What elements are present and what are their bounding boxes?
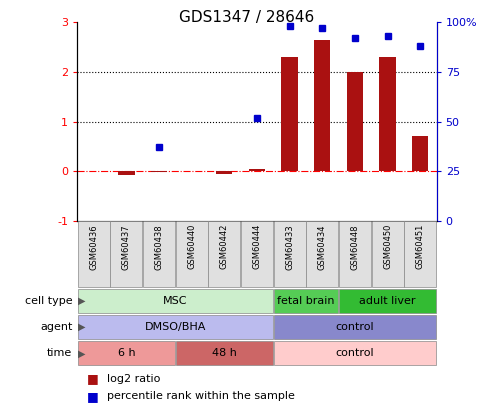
Text: GSM60442: GSM60442 [220, 224, 229, 269]
Text: percentile rank within the sample: percentile rank within the sample [107, 391, 295, 401]
Bar [306, 222, 338, 287]
Bar [314, 40, 330, 171]
Text: GSM60444: GSM60444 [252, 224, 261, 269]
Bar [249, 168, 265, 171]
Bar [372, 222, 404, 287]
Bar [404, 222, 436, 287]
Bar [412, 136, 429, 171]
Bar [176, 222, 208, 287]
Text: cell type: cell type [25, 296, 72, 306]
Text: GSM60433: GSM60433 [285, 224, 294, 270]
Text: GSM60438: GSM60438 [155, 224, 164, 270]
Text: MSC: MSC [163, 296, 188, 306]
Text: log2 ratio: log2 ratio [107, 374, 161, 384]
Bar [176, 341, 273, 365]
Text: control: control [336, 322, 374, 332]
Bar [347, 72, 363, 171]
Text: fetal brain: fetal brain [277, 296, 335, 306]
Bar [110, 222, 142, 287]
Bar [273, 222, 306, 287]
Text: GSM60440: GSM60440 [187, 224, 196, 269]
Text: agent: agent [40, 322, 72, 332]
Bar [339, 289, 436, 313]
Text: GSM60436: GSM60436 [89, 224, 98, 270]
Bar [273, 341, 436, 365]
Text: ▶: ▶ [78, 296, 86, 306]
Text: GSM60450: GSM60450 [383, 224, 392, 269]
Bar [118, 171, 135, 175]
Text: GDS1347 / 28646: GDS1347 / 28646 [179, 10, 315, 25]
Text: DMSO/BHA: DMSO/BHA [145, 322, 206, 332]
Text: 48 h: 48 h [212, 348, 237, 358]
Text: GSM60448: GSM60448 [350, 224, 359, 270]
Bar [216, 171, 233, 174]
Text: ■: ■ [87, 372, 99, 385]
Text: GSM60437: GSM60437 [122, 224, 131, 270]
Text: time: time [47, 348, 72, 358]
Bar [78, 222, 110, 287]
Text: GSM60434: GSM60434 [318, 224, 327, 270]
Text: 6 h: 6 h [118, 348, 135, 358]
Bar [379, 57, 396, 171]
Bar [241, 222, 273, 287]
Bar [151, 171, 167, 172]
Text: ■: ■ [87, 390, 99, 403]
Bar [273, 289, 338, 313]
Text: control: control [336, 348, 374, 358]
Text: ▶: ▶ [78, 322, 86, 332]
Text: GSM60451: GSM60451 [416, 224, 425, 269]
Bar [339, 222, 371, 287]
Bar [78, 341, 175, 365]
Bar [208, 222, 241, 287]
Bar [273, 315, 436, 339]
Text: ▶: ▶ [78, 348, 86, 358]
Bar [143, 222, 175, 287]
Text: adult liver: adult liver [359, 296, 416, 306]
Bar [78, 289, 273, 313]
Bar [281, 57, 298, 171]
Bar [78, 315, 273, 339]
